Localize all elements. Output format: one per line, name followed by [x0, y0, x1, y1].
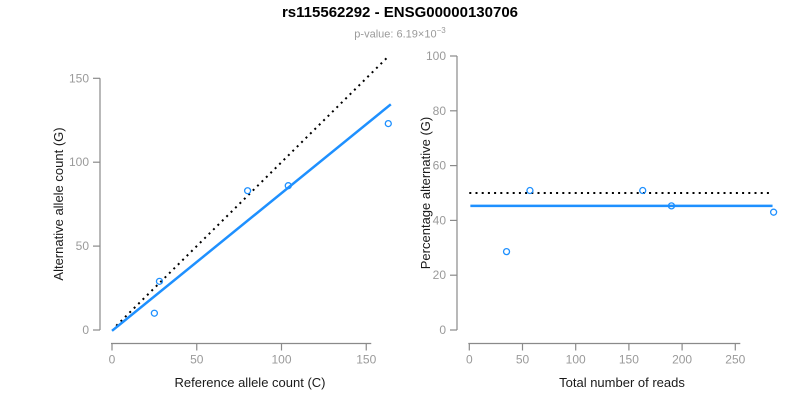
- data-point: [667, 202, 676, 210]
- x-axis-title: Total number of reads: [559, 375, 685, 390]
- x-axis-title: Reference allele count (C): [174, 375, 325, 390]
- subtitle-pvalue-text: p-value: 6.19×10: [354, 28, 437, 41]
- data-point: [155, 277, 164, 285]
- data-point: [384, 119, 392, 128]
- y-tick-label: 0: [82, 323, 89, 337]
- y-axis-title: Percentage alternative (G): [418, 117, 433, 269]
- x-tick-label: 150: [356, 353, 376, 367]
- x-tick-label: 0: [466, 353, 473, 367]
- y-tick-label: 50: [76, 239, 90, 253]
- x-tick-label: 150: [619, 353, 639, 367]
- identity-line: [115, 55, 389, 327]
- x-tick-label: 250: [725, 353, 745, 367]
- x-tick-label: 50: [190, 353, 204, 367]
- data-point: [150, 309, 159, 317]
- x-tick-label: 100: [271, 353, 291, 367]
- data-point: [769, 208, 778, 216]
- x-tick-label: 200: [672, 353, 692, 367]
- y-tick-label: 100: [426, 49, 446, 63]
- figure-title: rs115562292 - ENSG00000130706: [281, 4, 519, 21]
- regression-line: [111, 103, 392, 332]
- y-axis-title: Alternative allele count (G): [51, 127, 66, 280]
- data-point: [243, 187, 252, 195]
- y-tick-label: 20: [433, 268, 447, 282]
- y-tick-label: 60: [433, 159, 447, 173]
- y-tick-label: 80: [433, 104, 447, 118]
- figure-subtitle: p-value: 6.19×10−3: [0, 26, 800, 41]
- x-tick-label: 50: [516, 353, 530, 367]
- data-point: [502, 247, 511, 256]
- y-tick-label: 0: [439, 323, 446, 337]
- y-tick-label: 150: [69, 71, 89, 85]
- y-tick-label: 100: [69, 155, 89, 169]
- y-tick-label: 40: [433, 213, 447, 227]
- data-point: [639, 186, 647, 195]
- x-tick-label: 0: [109, 353, 116, 367]
- data-point: [284, 182, 292, 190]
- data-point: [526, 186, 534, 195]
- subtitle-pvalue-exponent: −3: [436, 26, 446, 35]
- x-tick-label: 100: [566, 353, 586, 367]
